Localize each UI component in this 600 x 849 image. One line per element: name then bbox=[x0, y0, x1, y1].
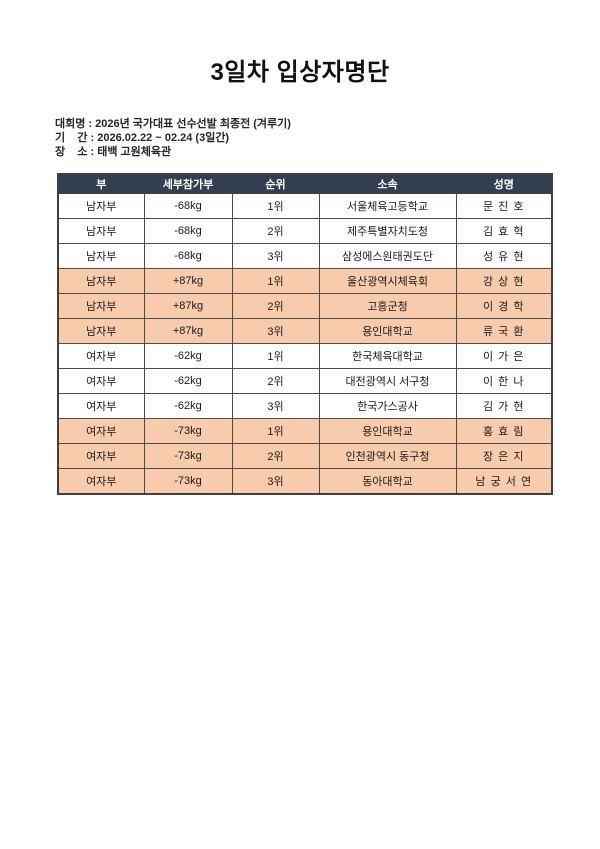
cell-rank: 2위 bbox=[231, 443, 320, 469]
cell-division: 여자부 bbox=[57, 343, 145, 369]
cell-affiliation: 삼성에스원태권도단 bbox=[318, 243, 457, 269]
cell-rank: 1위 bbox=[231, 268, 320, 294]
cell-rank: 2위 bbox=[231, 293, 320, 319]
table-row: 남자부 +87kg 3위 용인대학교 류 국 환 bbox=[57, 318, 553, 344]
table-row: 남자부 +87kg 1위 울산광역시체육회 강 상 현 bbox=[57, 268, 553, 294]
cell-name: 이 가 은 bbox=[455, 343, 553, 369]
cell-affiliation: 용인대학교 bbox=[318, 418, 457, 444]
cell-category: -73kg bbox=[143, 418, 233, 444]
table-row: 남자부 -68kg 1위 서울체육고등학교 문 진 호 bbox=[57, 193, 553, 219]
cell-name: 홍 효 림 bbox=[455, 418, 553, 444]
cell-name: 문 진 호 bbox=[455, 193, 553, 219]
cell-division: 남자부 bbox=[57, 318, 145, 344]
event-venue-line: 장 소 : 태백 고원체육관 bbox=[55, 146, 172, 158]
event-info: 대회명 : 2026년 국가대표 선수선발 최종전 (겨루기) 기 간 : 20… bbox=[55, 117, 600, 159]
cell-affiliation: 인천광역시 동구청 bbox=[318, 443, 457, 469]
cell-division: 남자부 bbox=[57, 243, 145, 269]
cell-affiliation: 동아대학교 bbox=[318, 468, 457, 495]
cell-rank: 1위 bbox=[231, 343, 320, 369]
table-header-row: 부 세부참가부 순위 소속 성명 bbox=[57, 173, 553, 194]
page-title: 3일차 입상자명단 bbox=[210, 59, 390, 86]
cell-affiliation: 용인대학교 bbox=[318, 318, 457, 344]
cell-affiliation: 울산광역시체육회 bbox=[318, 268, 457, 294]
cell-rank: 3위 bbox=[231, 243, 320, 269]
cell-affiliation: 대전광역시 서구청 bbox=[318, 368, 457, 394]
cell-category: -68kg bbox=[143, 193, 233, 219]
table-row: 남자부 -68kg 2위 제주특별자치도청 김 효 혁 bbox=[57, 218, 553, 244]
table-row: 여자부 -73kg 3위 동아대학교 남 궁 서 연 bbox=[57, 468, 553, 495]
cell-rank: 2위 bbox=[231, 368, 320, 394]
cell-division: 남자부 bbox=[57, 193, 145, 219]
cell-division: 여자부 bbox=[57, 468, 145, 495]
table-row: 여자부 -62kg 3위 한국가스공사 김 가 현 bbox=[57, 393, 553, 419]
cell-category: -62kg bbox=[143, 393, 233, 419]
cell-category: -73kg bbox=[143, 443, 233, 469]
cell-division: 남자부 bbox=[57, 218, 145, 244]
cell-division: 여자부 bbox=[57, 368, 145, 394]
event-period-line: 기 간 : 2026.02.22 ~ 02.24 (3일간) bbox=[55, 132, 230, 144]
cell-category: -62kg bbox=[143, 343, 233, 369]
table-row: 여자부 -62kg 1위 한국체육대학교 이 가 은 bbox=[57, 343, 553, 369]
table-row: 남자부 -68kg 3위 삼성에스원태권도단 성 유 현 bbox=[57, 243, 553, 269]
cell-rank: 1위 bbox=[231, 418, 320, 444]
cell-rank: 3위 bbox=[231, 393, 320, 419]
winners-table-body: 남자부 -68kg 1위 서울체육고등학교 문 진 호 남자부 -68kg 2위 제주특별자치도… bbox=[57, 193, 553, 495]
cell-division: 여자부 bbox=[57, 443, 145, 469]
cell-rank: 3위 bbox=[231, 318, 320, 344]
event-name-line: 대회명 : 2026년 국가대표 선수선발 최종전 (겨루기) bbox=[55, 118, 291, 130]
winners-table: 부 세부참가부 순위 소속 성명 남자부 -68kg 1위 서울체육고등학교 문 진 호… bbox=[57, 173, 553, 495]
cell-category: +87kg bbox=[143, 293, 233, 319]
col-header-division: 부 bbox=[57, 173, 145, 194]
cell-category: +87kg bbox=[143, 318, 233, 344]
cell-name: 류 국 환 bbox=[455, 318, 553, 344]
cell-affiliation: 서울체육고등학교 bbox=[318, 193, 457, 219]
cell-category: -68kg bbox=[143, 243, 233, 269]
cell-rank: 3위 bbox=[231, 468, 320, 495]
cell-name: 강 상 현 bbox=[455, 268, 553, 294]
table-row: 여자부 -73kg 1위 용인대학교 홍 효 림 bbox=[57, 418, 553, 444]
cell-name: 성 유 현 bbox=[455, 243, 553, 269]
cell-category: -62kg bbox=[143, 368, 233, 394]
cell-name: 남 궁 서 연 bbox=[455, 468, 553, 495]
col-header-category: 세부참가부 bbox=[143, 173, 233, 194]
col-header-rank: 순위 bbox=[231, 173, 320, 194]
cell-category: -73kg bbox=[143, 468, 233, 495]
cell-name: 김 효 혁 bbox=[455, 218, 553, 244]
cell-rank: 2위 bbox=[231, 218, 320, 244]
table-row: 여자부 -73kg 2위 인천광역시 동구청 장 은 지 bbox=[57, 443, 553, 469]
cell-division: 여자부 bbox=[57, 393, 145, 419]
table-row: 남자부 +87kg 2위 고흥군청 이 경 학 bbox=[57, 293, 553, 319]
cell-name: 김 가 현 bbox=[455, 393, 553, 419]
table-row: 여자부 -62kg 2위 대전광역시 서구청 이 한 나 bbox=[57, 368, 553, 394]
cell-affiliation: 한국체육대학교 bbox=[318, 343, 457, 369]
cell-division: 남자부 bbox=[57, 293, 145, 319]
cell-name: 이 한 나 bbox=[455, 368, 553, 394]
cell-category: +87kg bbox=[143, 268, 233, 294]
cell-affiliation: 한국가스공사 bbox=[318, 393, 457, 419]
cell-category: -68kg bbox=[143, 218, 233, 244]
cell-rank: 1위 bbox=[231, 193, 320, 219]
cell-name: 이 경 학 bbox=[455, 293, 553, 319]
cell-affiliation: 제주특별자치도청 bbox=[318, 218, 457, 244]
cell-division: 남자부 bbox=[57, 268, 145, 294]
cell-affiliation: 고흥군청 bbox=[318, 293, 457, 319]
cell-name: 장 은 지 bbox=[455, 443, 553, 469]
col-header-affiliation: 소속 bbox=[318, 173, 457, 194]
cell-division: 여자부 bbox=[57, 418, 145, 444]
col-header-name: 성명 bbox=[455, 173, 553, 194]
